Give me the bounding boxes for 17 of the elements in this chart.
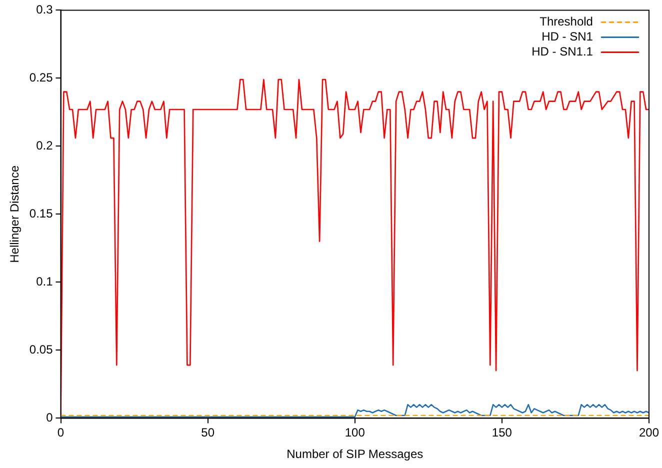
legend-label: HD - SN1 (542, 30, 594, 44)
y-tick-label: 0 (46, 410, 54, 425)
y-tick-label: 0.3 (36, 2, 54, 17)
x-tick-label: 50 (201, 426, 215, 440)
y-tick-label: 0.25 (29, 70, 54, 85)
y-tick-label: 0.15 (29, 206, 54, 221)
y-tick-label: 0.1 (36, 274, 54, 289)
y-tick-label: 0.2 (36, 138, 54, 153)
y-axis-title: Hellinger Distance (8, 165, 22, 263)
x-tick-label: 150 (492, 426, 512, 440)
legend-label: Threshold (540, 14, 593, 29)
x-axis-title: Number of SIP Messages (286, 447, 424, 462)
x-tick-label: 0 (57, 426, 64, 440)
y-tick-label: 0.05 (29, 342, 54, 357)
x-tick-label: 100 (344, 426, 366, 440)
legend-label: HD - SN1.1 (532, 44, 594, 59)
x-tick-label: 200 (638, 426, 660, 440)
